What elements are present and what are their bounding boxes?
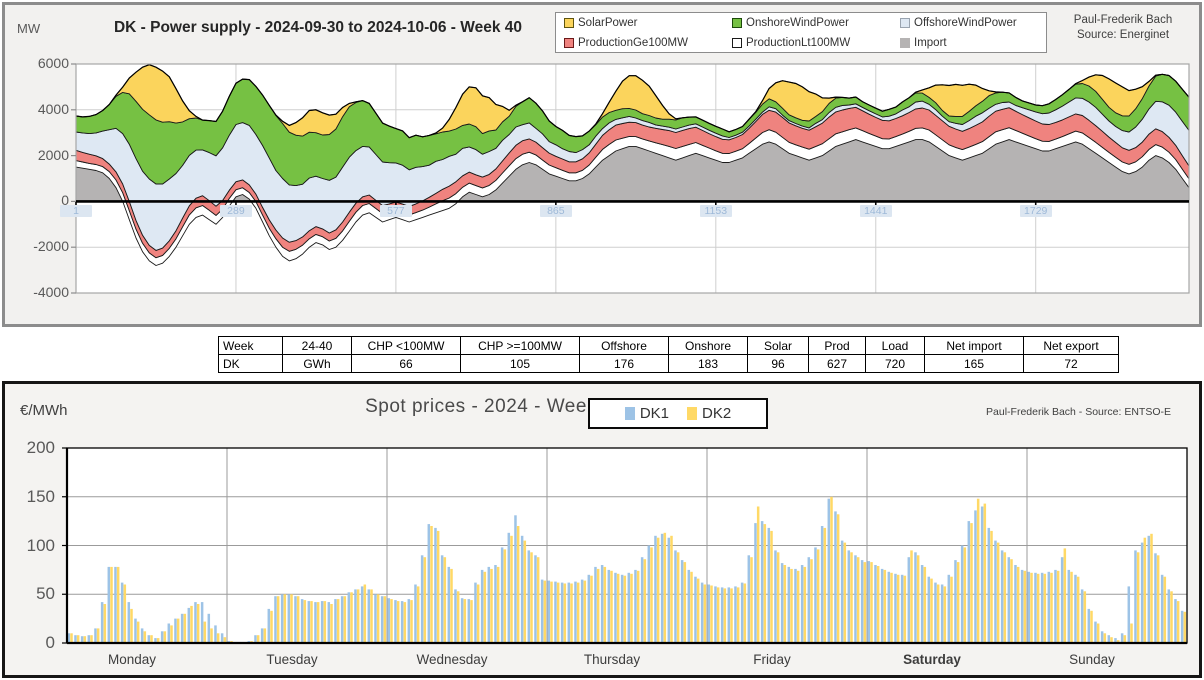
table-header-cell: Prod [808,336,866,355]
table-cell: 105 [460,354,580,373]
legend-label: ProductionGe100MW [578,37,688,49]
top-chart-title: DK - Power supply - 2024-09-30 to 2024-1… [113,19,523,36]
solar-swatch-icon [564,18,574,28]
table-cell: GWh [282,354,352,373]
top-y-tick-label: -2000 [33,238,69,255]
table-header-cell: 24-40 [282,336,352,355]
day-label-wednesday: Wednesday [416,652,488,667]
spot-prices-chart [62,447,1188,645]
table-header-row: Week 24-40 CHP <100MW CHP >=100MW Offshore On… [218,336,1119,355]
day-label-thursday: Thursday [583,652,641,667]
day-label-saturday: Saturday [903,652,961,667]
bottom-y-tick-label: 200 [26,438,55,457]
top-x-tick-label: 1 [60,205,92,218]
table-cell: 176 [579,354,669,373]
legend-item-lt100: ProductionLt100MW [732,37,900,49]
top-y-tick-label: -4000 [33,284,69,300]
table-header-cell: CHP >=100MW [460,336,580,355]
bottom-chart-title: Spot prices - 2024 - Week 40 [365,396,625,417]
day-label-sunday: Sunday [1069,652,1115,667]
legend-label: OffshoreWindPower [914,17,1017,29]
legend-label: SolarPower [578,17,638,29]
bars-DK2 [70,496,1187,644]
legend-item-solar: SolarPower [564,17,732,29]
legend-label: Import [914,37,947,49]
day-label-monday: Monday [107,652,157,667]
bottom-gridlines [67,448,1187,643]
table-header-cell: Week [218,336,283,355]
top-y-tick-label: 6000 [37,55,69,71]
table-cell: 627 [808,354,866,373]
legend-label: OnshoreWindPower [746,17,849,29]
bottom-y-tick-label: 50 [36,584,55,604]
legend-item-onshore: OnshoreWindPower [732,17,900,29]
total-supply-line [75,64,1190,139]
onshore-swatch-icon [732,18,742,28]
top-x-tick-label: 1153 [699,205,732,218]
dk1-swatch-icon [624,407,635,420]
bottom-y-tick-label: 0 [45,633,55,652]
top-x-tick-label: 577 [379,205,412,218]
table-cell: DK [218,354,283,373]
legend-item-dk1: DK1 [624,405,669,422]
table-header-cell: CHP <100MW [351,336,461,355]
day-label-tuesday: Tuesday [266,652,318,667]
bottom-attribution: Paul-Frederik Bach - Source: ENTSO-E [986,406,1171,418]
table-data-row: DK GWh 66 105 176 183 96 627 720 165 72 [218,354,1119,373]
weekly-summary-table: Week 24-40 CHP <100MW CHP >=100MW Offshore On… [218,336,1119,373]
bottom-y-axis-unit: €/MWh [20,402,68,419]
legend-item-dk2: DK2 [687,405,731,422]
table-header-cell: Net export [1023,336,1119,355]
top-x-tick-label: 1729 [1019,205,1052,218]
table-header-cell: Load [865,336,925,355]
table-cell: 183 [668,354,748,373]
import-swatch-icon [900,38,910,48]
top-y-tick-label: 4000 [37,100,69,117]
top-attribution-author: Paul-Frederik Bach [1073,14,1173,26]
table-cell: 66 [351,354,461,373]
table-header-cell: Net import [924,336,1024,355]
lt100-swatch-icon [732,38,742,48]
legend-label: DK1 [639,405,669,422]
table-cell: 720 [865,354,925,373]
top-y-axis-unit: MW [17,21,41,36]
bottom-y-tick-label: 100 [26,535,55,555]
top-chart-legend: SolarPower OnshoreWindPower OffshoreWind… [555,12,1047,53]
top-attribution-source: Source: Energinet [1076,29,1170,41]
table-cell: 165 [924,354,1024,373]
legend-item-offshore: OffshoreWindPower [900,17,1048,29]
table-cell: 72 [1023,354,1119,373]
table-header-cell: Onshore [668,336,748,355]
legend-item-ge100: ProductionGe100MW [564,37,732,49]
legend-item-import: Import [900,37,1048,49]
dk2-swatch-icon [687,407,697,420]
table-cell: 96 [747,354,809,373]
ge100-swatch-icon [564,38,574,48]
bars-DK1 [67,498,1184,644]
top-x-tick-label: 1441 [859,205,892,218]
bottom-chart-legend: DK1 DK2 [588,398,768,429]
offshore-swatch-icon [900,18,910,28]
table-header-cell: Solar [747,336,809,355]
power-supply-panel: MW DK - Power supply - 2024-09-30 to 202… [2,2,1202,327]
top-y-tick-label: 2000 [37,146,69,163]
day-label-friday: Friday [753,652,791,667]
top-y-tick-label: 0 [61,192,69,209]
spot-prices-panel: €/MWh Spot prices - 2024 - Week 40 Paul-… [2,381,1202,678]
legend-label: DK2 [702,405,732,422]
top-x-tick-label: 865 [539,205,572,218]
top-x-tick-label: 289 [219,205,252,218]
power-supply-chart [71,63,1190,294]
area-Import [76,139,1189,266]
bottom-y-tick-label: 150 [26,486,55,506]
legend-label: ProductionLt100MW [746,37,851,49]
table-header-cell: Offshore [579,336,669,355]
top-attribution: Paul-Frederik Bach Source: Energinet [1052,13,1194,43]
